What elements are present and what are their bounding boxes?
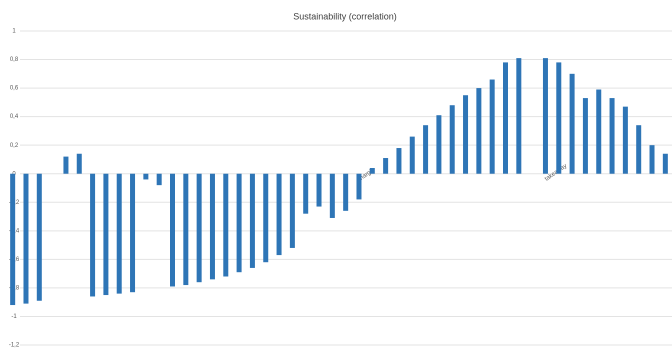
y-tick-label: 0,6 [10,86,19,92]
bar [63,156,69,174]
bar [356,173,362,200]
bar [36,173,42,301]
bar [516,58,522,174]
bar [329,173,335,218]
bar [209,173,215,280]
y-tick-label: -1 [11,314,17,320]
bar [423,125,429,174]
bar [130,173,136,293]
bar [223,173,229,277]
bar [463,95,469,174]
bar [609,98,615,174]
y-tick-label: 0,8 [10,57,19,63]
bar [436,115,442,174]
bar [276,173,282,256]
bar [622,106,628,174]
bar [569,73,575,174]
bar [90,173,96,297]
bar [449,105,455,174]
bar [116,173,122,294]
bar [636,125,642,174]
bar [396,148,402,174]
bar [556,62,562,174]
bar [542,58,548,174]
bar [170,173,175,287]
y-tick-label: 0,4 [10,114,19,120]
y-tick-label: -1,2 [9,343,20,349]
bar [263,173,269,263]
bar [662,153,668,174]
bar [316,173,322,207]
bar [476,88,482,174]
bar [289,173,295,248]
bar [503,62,508,174]
chart-title: Sustainability (correlation) [293,11,397,21]
bar [303,173,309,214]
bar [156,173,162,186]
y-tick-label: 1 [12,29,16,35]
bar [249,173,255,268]
bar [596,89,602,174]
bar [183,173,189,286]
bar [103,173,109,296]
bar [10,173,16,306]
bar [489,79,495,174]
bar [143,173,149,180]
bar [343,173,349,211]
bar [369,168,375,174]
bar [409,136,415,174]
y-tick-label: 0,2 [10,143,19,149]
bar [196,173,202,283]
bar [582,98,588,174]
bar [649,145,655,174]
bar [23,173,29,304]
bar [76,153,82,174]
bar [383,158,389,174]
bar [236,173,242,273]
